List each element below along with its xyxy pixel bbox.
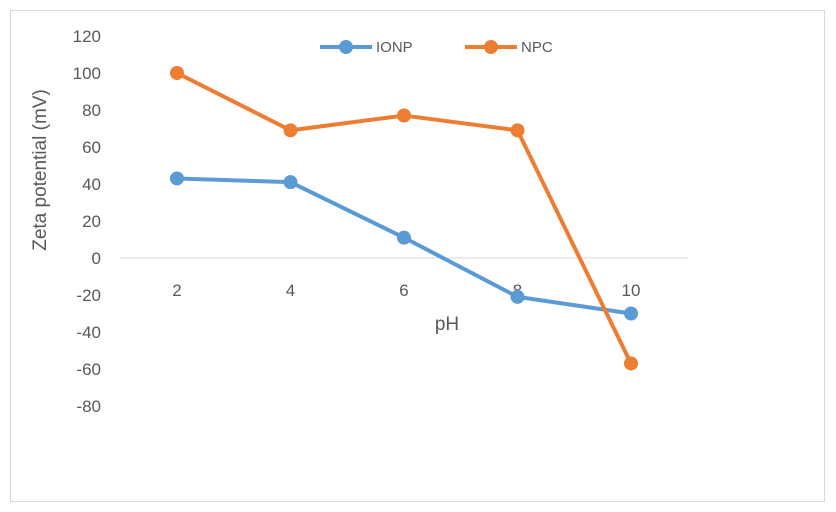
y-tick-label: -20 [76,286,101,305]
legend-label: IONP [376,39,413,56]
series-ionp [170,171,638,321]
legend-marker [484,40,498,54]
y-tick-label: 0 [92,249,101,268]
x-tick-label: 2 [172,281,181,300]
y-tick-label: -40 [76,323,101,342]
x-tick-label: 4 [286,281,295,300]
legend: IONP NPC [320,39,553,56]
data-point [624,306,638,321]
legend-marker [339,40,353,54]
legend-label: NPC [521,39,553,56]
series-npc [170,66,638,371]
legend-item-npc: NPC [465,39,553,56]
x-axis-title: pH [435,314,459,335]
y-tick-label: 20 [82,212,101,231]
data-point [397,108,411,123]
y-axis-title: Zeta potential (mV) [30,89,51,251]
y-tick-label: 40 [82,175,101,194]
x-axis-ticks: 246810 [172,281,640,300]
y-tick-label: 80 [82,101,101,120]
y-tick-label: 100 [73,64,101,83]
y-tick-label: -60 [76,360,101,379]
data-point [624,356,638,371]
y-tick-label: 60 [82,138,101,157]
data-point [170,171,184,186]
x-tick-label: 10 [622,281,641,300]
data-point [510,289,525,304]
series-layer [170,66,638,371]
data-point [283,123,298,138]
x-tick-label: 6 [399,281,408,300]
legend-item-ionp: IONP [320,39,413,56]
data-point [170,66,184,80]
data-point [283,175,298,190]
y-tick-label: 120 [73,27,101,46]
chart-frame [10,10,825,502]
data-point [397,230,411,245]
y-tick-label: -80 [76,397,101,416]
y-axis-ticks: 120 100 80 60 40 20 0 -20 -40 -60 -80 [73,27,101,416]
data-point [510,123,525,138]
